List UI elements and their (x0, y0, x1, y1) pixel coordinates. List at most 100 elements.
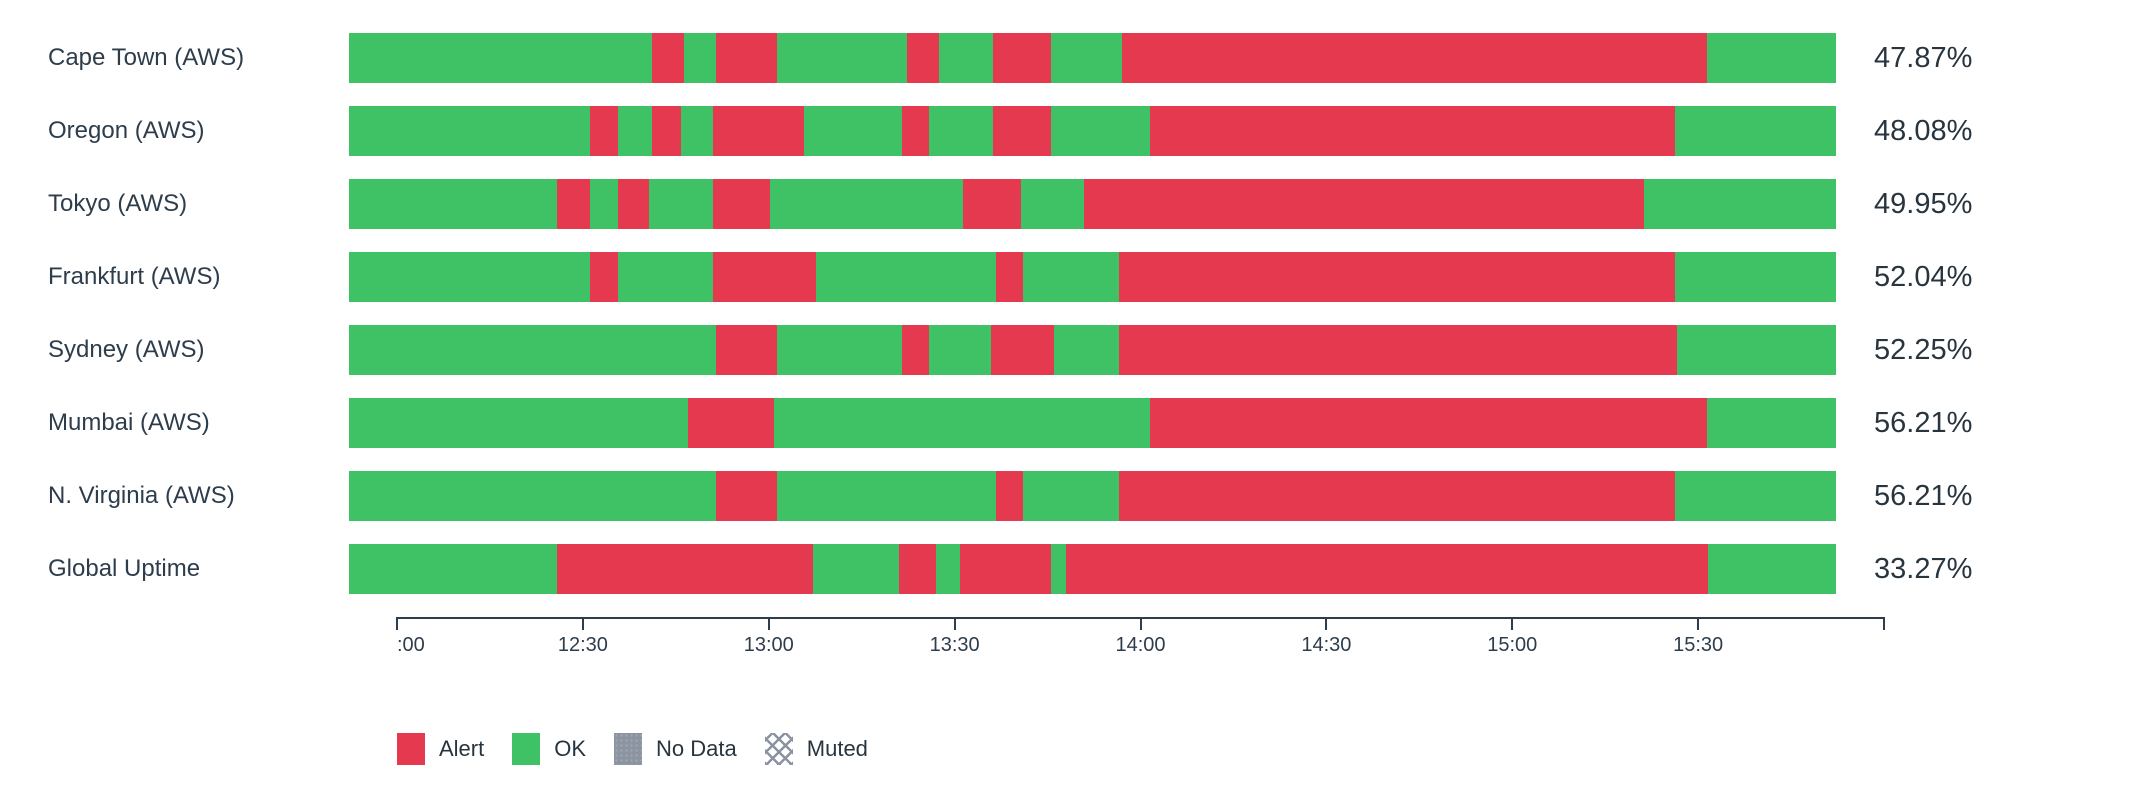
segment-alert[interactable] (1119, 471, 1676, 521)
segment-alert[interactable] (1065, 544, 1709, 594)
axis-tick (1697, 617, 1700, 630)
segment-ok[interactable] (777, 471, 996, 521)
axis-tick-label: 13:00 (743, 634, 794, 656)
axis-tick-label: 15:00 (1487, 634, 1538, 656)
row-label: Sydney (AWS) (48, 336, 205, 363)
segment-ok[interactable] (1675, 471, 1836, 521)
segment-ok[interactable] (1050, 33, 1123, 83)
status-row: Cape Town (AWS) 47.87% (0, 33, 2134, 83)
segment-alert[interactable] (618, 179, 650, 229)
segment-alert[interactable] (713, 252, 816, 302)
segment-ok[interactable] (1708, 544, 1836, 594)
segment-ok[interactable] (928, 325, 992, 375)
segment-alert[interactable] (963, 179, 1022, 229)
segment-alert[interactable] (906, 33, 940, 83)
segment-alert[interactable] (652, 33, 684, 83)
segment-ok[interactable] (1706, 398, 1836, 448)
uptime-percentage: 52.04% (1874, 260, 1973, 293)
status-timeline-bar[interactable] (349, 179, 1836, 229)
segment-alert[interactable] (589, 106, 619, 156)
legend: Alert OK No Data Muted (397, 733, 2134, 765)
segment-alert[interactable] (902, 325, 929, 375)
segment-ok[interactable] (349, 398, 689, 448)
legend-swatch-ok-icon (512, 733, 541, 765)
segment-ok[interactable] (812, 544, 900, 594)
status-timeline-bar[interactable] (349, 33, 1836, 83)
segment-ok[interactable] (1050, 106, 1151, 156)
segment-alert[interactable] (557, 179, 590, 229)
segment-alert[interactable] (713, 106, 804, 156)
segment-ok[interactable] (928, 106, 993, 156)
segment-ok[interactable] (680, 106, 714, 156)
segment-alert[interactable] (1119, 252, 1676, 302)
segment-alert[interactable] (716, 325, 778, 375)
segment-ok[interactable] (649, 179, 714, 229)
segment-alert[interactable] (995, 252, 1023, 302)
segment-ok[interactable] (1053, 325, 1120, 375)
segment-ok[interactable] (1644, 179, 1836, 229)
axis-tick (1139, 617, 1142, 630)
segment-alert[interactable] (992, 106, 1051, 156)
row-label: Tokyo (AWS) (48, 190, 188, 217)
segment-ok[interactable] (349, 252, 590, 302)
status-rows-container: Cape Town (AWS) 47.87% Oregon (AWS) 48.08% T… (0, 33, 2134, 594)
segment-ok[interactable] (769, 179, 964, 229)
segment-alert[interactable] (1122, 33, 1707, 83)
uptime-percentage: 33.27% (1874, 552, 1973, 585)
segment-ok[interactable] (349, 325, 717, 375)
segment-alert[interactable] (899, 544, 937, 594)
segment-ok[interactable] (1675, 252, 1836, 302)
segment-ok[interactable] (349, 179, 558, 229)
segment-ok[interactable] (803, 106, 903, 156)
segment-alert[interactable] (1119, 325, 1677, 375)
status-timeline-bar[interactable] (349, 252, 1836, 302)
segment-alert[interactable] (1150, 106, 1676, 156)
segment-ok[interactable] (1706, 33, 1836, 83)
segment-alert[interactable] (1083, 179, 1645, 229)
segment-alert[interactable] (902, 106, 929, 156)
segment-ok[interactable] (774, 398, 1151, 448)
axis-tick (953, 617, 956, 630)
segment-ok[interactable] (618, 252, 714, 302)
status-timeline-bar[interactable] (349, 544, 1836, 594)
legend-item-no_data: No Data (614, 733, 737, 765)
axis-tick (396, 617, 398, 630)
legend-label: No Data (656, 736, 737, 761)
status-timeline-bar[interactable] (349, 106, 1836, 156)
status-timeline-bar[interactable] (349, 471, 1836, 521)
segment-alert[interactable] (995, 471, 1023, 521)
segment-ok[interactable] (349, 33, 653, 83)
segment-alert[interactable] (991, 325, 1054, 375)
segment-alert[interactable] (716, 471, 778, 521)
segment-ok[interactable] (1022, 252, 1120, 302)
segment-alert[interactable] (716, 33, 778, 83)
segment-ok[interactable] (777, 325, 903, 375)
segment-alert[interactable] (589, 252, 619, 302)
segment-alert[interactable] (713, 179, 770, 229)
segment-ok[interactable] (1676, 325, 1836, 375)
segment-ok[interactable] (936, 544, 961, 594)
segment-ok[interactable] (349, 471, 717, 521)
segment-ok[interactable] (1022, 471, 1120, 521)
segment-alert[interactable] (688, 398, 775, 448)
segment-ok[interactable] (349, 106, 590, 156)
segment-ok[interactable] (1021, 179, 1084, 229)
segment-ok[interactable] (1675, 106, 1836, 156)
segment-alert[interactable] (557, 544, 813, 594)
segment-ok[interactable] (1050, 544, 1066, 594)
segment-ok[interactable] (683, 33, 717, 83)
legend-item-muted: Muted (764, 733, 868, 765)
status-timeline-bar[interactable] (349, 398, 1836, 448)
segment-alert[interactable] (992, 33, 1051, 83)
segment-ok[interactable] (349, 544, 558, 594)
segment-alert[interactable] (652, 106, 681, 156)
status-timeline-bar[interactable] (349, 325, 1836, 375)
segment-alert[interactable] (1150, 398, 1707, 448)
segment-ok[interactable] (777, 33, 907, 83)
segment-alert[interactable] (960, 544, 1051, 594)
segment-ok[interactable] (815, 252, 996, 302)
segment-ok[interactable] (618, 106, 653, 156)
segment-ok[interactable] (589, 179, 619, 229)
segment-ok[interactable] (939, 33, 993, 83)
